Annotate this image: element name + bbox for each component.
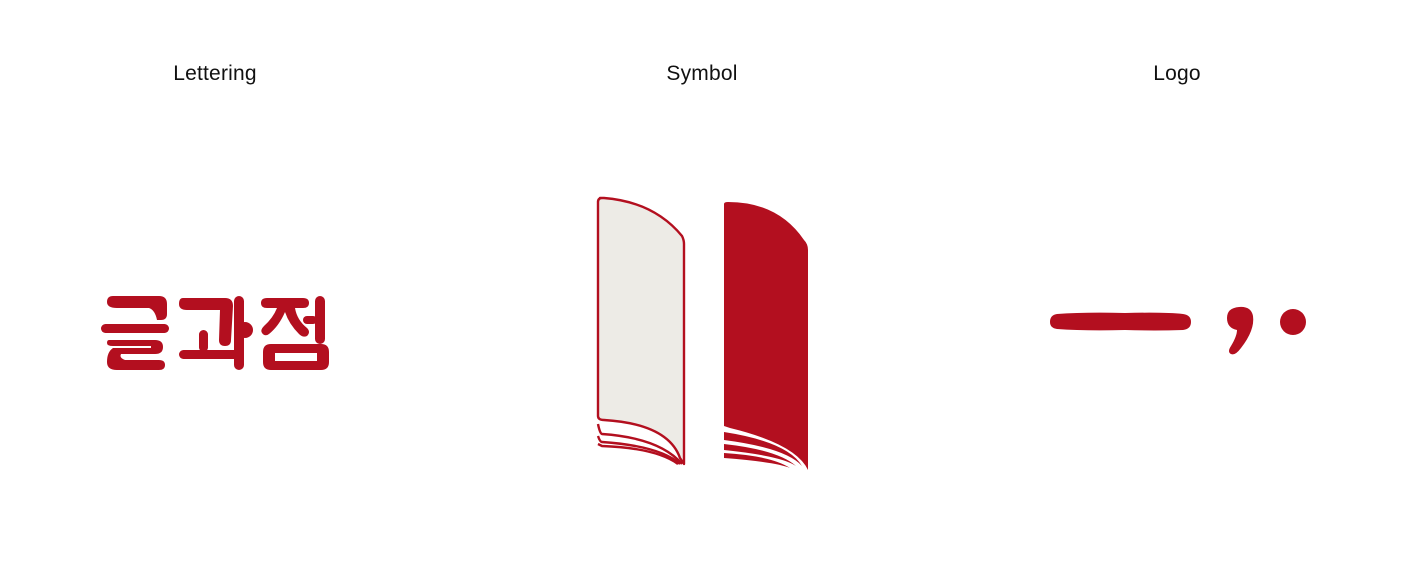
left-page-shape bbox=[596, 196, 686, 466]
logo-artwork bbox=[1050, 306, 1306, 355]
right-page-shape bbox=[724, 202, 808, 470]
label-logo: Logo bbox=[1153, 62, 1201, 85]
lettering-stroke bbox=[179, 298, 233, 346]
logo-dot bbox=[1280, 309, 1306, 335]
label-lettering: Lettering bbox=[173, 62, 257, 85]
logo-dash bbox=[1050, 312, 1191, 331]
lettering-artwork bbox=[101, 296, 329, 370]
lettering-stroke bbox=[234, 296, 244, 370]
label-symbol: Symbol bbox=[666, 62, 738, 85]
left-page-edge bbox=[596, 435, 681, 465]
right-page-edge bbox=[724, 453, 790, 468]
lettering-stroke bbox=[107, 296, 167, 320]
left-page-edge bbox=[596, 423, 683, 465]
lettering-stroke bbox=[199, 330, 208, 352]
right-page-edge bbox=[724, 432, 802, 466]
lettering-stroke bbox=[261, 298, 309, 337]
book-symbol-icon bbox=[596, 196, 808, 470]
lettering-stroke bbox=[263, 344, 329, 370]
lettering-stroke bbox=[303, 316, 317, 324]
lettering-stroke bbox=[107, 340, 165, 370]
lettering-stroke bbox=[315, 296, 325, 344]
lettering-stroke bbox=[179, 350, 241, 359]
logo-comma bbox=[1227, 306, 1254, 355]
lettering-stroke bbox=[101, 324, 169, 333]
right-page-edge bbox=[724, 444, 796, 466]
left-page-edge bbox=[597, 442, 679, 465]
